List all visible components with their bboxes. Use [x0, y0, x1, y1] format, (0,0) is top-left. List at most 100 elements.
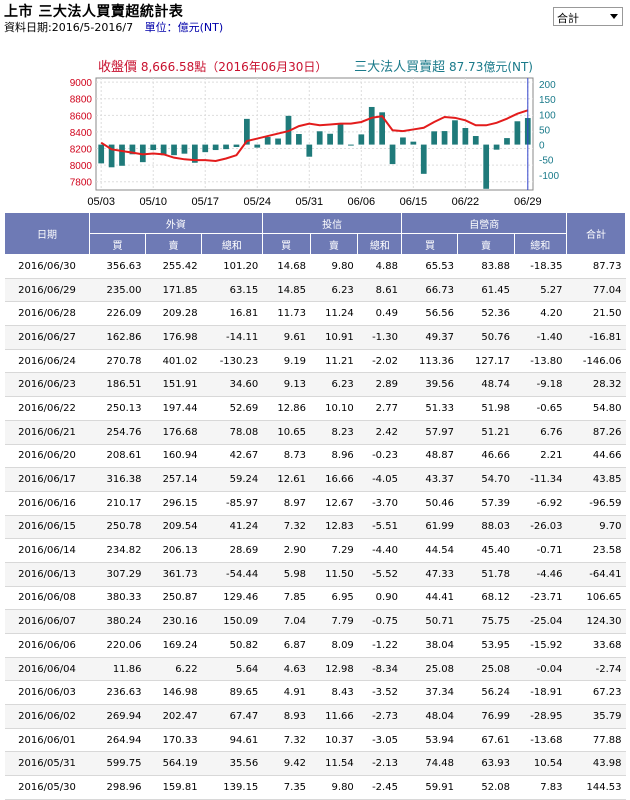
cell-value: 2.42 [357, 420, 402, 445]
cell-value: -130.23 [201, 349, 263, 374]
cell-value: 38.04 [401, 633, 458, 658]
cell-value: 54.70 [457, 467, 514, 492]
cell-value: 48.87 [401, 444, 458, 469]
cell-value: 9.13 [262, 372, 311, 398]
header-foreign-buy: 買 [88, 233, 147, 255]
cell-value: 316.38 [89, 467, 146, 492]
cell-value: 10.91 [310, 325, 358, 350]
x-tick-label: 05/10 [139, 196, 167, 208]
cell-value: -9.18 [514, 372, 567, 398]
cell-value: 28.32 [566, 372, 626, 398]
cell-date: 2016/06/17 [4, 467, 90, 492]
cell-date: 2016/06/01 [4, 728, 90, 753]
cell-value: 146.98 [145, 680, 202, 706]
date-range: 資料日期:2016/5-2016/7 單位：億元(NT) [4, 19, 223, 35]
table-row: 2016/06/15 250.78 209.54 41.24 7.32 12.83 -5.5… [4, 515, 626, 540]
bar [223, 144, 229, 150]
cell-value: 144.53 [566, 775, 626, 800]
cell-value: 63.93 [457, 751, 514, 777]
table-row: 2016/06/24 270.78 401.02 -130.23 9.19 11.21 -2… [4, 349, 626, 374]
cell-value: 37.34 [401, 680, 458, 706]
cell-value: 77.04 [566, 278, 626, 303]
data-table: 日期 外資 投信 自營商 合計 買 賣 總和 買 賣 總和 買 賣 總和 201… [4, 212, 626, 800]
cell-value: 12.98 [310, 657, 358, 682]
cell-date: 2016/06/06 [4, 633, 90, 658]
cell-value: 0.90 [357, 586, 402, 611]
cell-value: 65.53 [401, 254, 458, 279]
y-left-tick-label: 8200 [70, 145, 93, 156]
cell-date: 2016/06/07 [4, 609, 90, 634]
cell-value: 8.61 [357, 278, 402, 303]
cell-value: 235.00 [89, 278, 146, 303]
cell-value: 356.63 [89, 254, 146, 279]
cell-value: -2.74 [566, 657, 626, 682]
cell-value: -13.80 [514, 349, 567, 374]
cell-value: -14.11 [201, 325, 263, 350]
cell-value: 170.33 [145, 728, 202, 753]
x-tick-label: 06/06 [348, 196, 376, 208]
cell-value: 67.61 [457, 728, 514, 753]
cell-value: 206.13 [145, 538, 202, 563]
cell-value: 43.37 [401, 467, 458, 492]
cell-value: 298.96 [89, 775, 146, 800]
cell-value: 66.73 [401, 278, 458, 303]
cell-value: 6.95 [310, 586, 358, 611]
cell-value: 361.73 [145, 562, 202, 587]
cell-value: 10.54 [514, 751, 567, 777]
cell-value: 52.36 [457, 301, 514, 327]
y-right-tick-label: 150 [539, 95, 556, 106]
cell-value: 106.65 [566, 586, 626, 611]
cell-value: 75.75 [457, 609, 514, 634]
cell-value: 57.39 [457, 491, 514, 516]
cell-value: -1.30 [357, 325, 402, 350]
bar [171, 144, 177, 156]
cell-value: 16.81 [201, 301, 263, 327]
header-dealer: 自營商 [401, 212, 567, 234]
cell-date: 2016/06/23 [4, 372, 90, 398]
cell-date: 2016/06/08 [4, 586, 90, 611]
cell-value: -2.02 [357, 349, 402, 374]
period-select[interactable]: 合計 [553, 7, 623, 26]
cell-date: 2016/05/31 [4, 751, 90, 777]
cell-value: 254.76 [89, 420, 146, 445]
cell-value: 269.94 [89, 704, 146, 729]
cell-value: 5.27 [514, 278, 567, 303]
cell-value: 56.24 [457, 680, 514, 706]
cell-value: -146.06 [566, 349, 626, 374]
cell-value: 101.20 [201, 254, 263, 279]
cell-value: 255.42 [145, 254, 202, 279]
y-right-tick-label: 50 [539, 125, 551, 136]
bar [337, 124, 344, 145]
cell-value: 380.33 [89, 586, 146, 611]
cell-value: 6.87 [262, 633, 311, 658]
cell-value: 57.97 [401, 420, 458, 445]
cell-value: 51.98 [457, 396, 514, 421]
cell-value: 87.73 [566, 254, 626, 279]
cell-value: 4.63 [262, 657, 311, 682]
bar [181, 144, 188, 154]
cell-value: 25.08 [457, 657, 514, 682]
cell-value: 11.21 [310, 349, 358, 374]
y-right-tick-label: 100 [539, 110, 556, 121]
x-tick-label: 06/15 [400, 196, 428, 208]
y-left-tick-label: 8600 [70, 111, 93, 122]
cell-value: 77.88 [566, 728, 626, 753]
bar [504, 138, 510, 145]
bar [150, 144, 157, 151]
cell-value: -54.44 [201, 562, 263, 587]
table-row: 2016/05/31 599.75 564.19 35.56 9.42 11.54 -2.1… [4, 751, 626, 777]
cell-value: -85.97 [201, 491, 263, 516]
net-buy-title: 三大法人買賣超 [354, 60, 446, 75]
cell-value: 197.44 [145, 396, 202, 421]
cell-value: 2.21 [514, 444, 567, 469]
cell-value: 9.80 [310, 775, 358, 800]
bar [264, 137, 271, 145]
bar [472, 136, 479, 145]
cell-value: 61.99 [401, 515, 458, 540]
cell-value: 7.79 [310, 609, 358, 634]
header-dealer-net: 總和 [513, 233, 567, 255]
cell-value: 52.69 [201, 396, 263, 421]
cell-value: 171.85 [145, 278, 202, 303]
cell-value: 160.94 [145, 444, 202, 469]
header-foreign-net: 總和 [201, 233, 263, 255]
